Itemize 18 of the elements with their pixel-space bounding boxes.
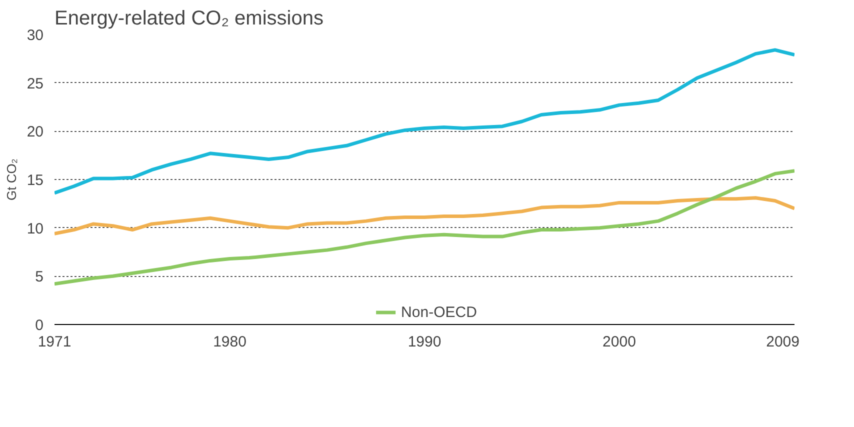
y-tick-label: 15	[26, 172, 44, 189]
x-tick-label: 1971	[38, 334, 72, 350]
x-tick-label: 1990	[408, 334, 442, 350]
chart-title: Energy-related CO₂ emissions	[54, 8, 324, 30]
y-tick-label: 0	[35, 317, 44, 334]
y-tick-label: 25	[26, 75, 44, 92]
y-tick-label: 10	[26, 220, 44, 238]
x-tick-label: 2009	[766, 334, 800, 350]
y-tick-label: 30	[26, 27, 44, 44]
y-tick-label: 20	[26, 124, 44, 141]
legend-label: Non-OECD	[401, 304, 477, 320]
x-tick-label: 1980	[213, 334, 246, 350]
line-series	[54, 169, 794, 286]
line-series	[54, 196, 794, 236]
y-tick-label: 5	[35, 268, 44, 286]
y-axis-title: Gt CO₂	[4, 158, 19, 200]
x-tick-label: 2000	[602, 334, 636, 350]
line-series	[54, 48, 794, 195]
